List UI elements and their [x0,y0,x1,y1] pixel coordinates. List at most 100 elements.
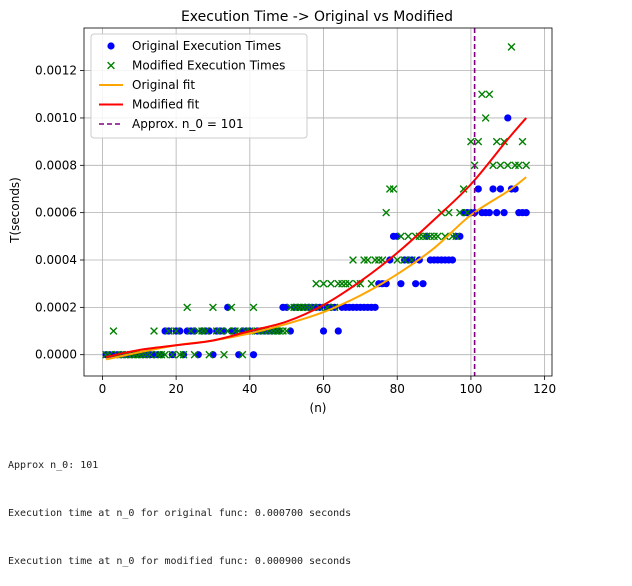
modified-point [190,350,199,359]
legend: Original Execution Times Modified Executi… [90,33,308,139]
modified-point [223,327,232,335]
modified-point [183,303,192,312]
modified-point [459,185,468,193]
original-point [194,351,202,359]
original-point [412,280,420,288]
modified-point [485,90,494,99]
original-point [235,351,243,359]
modified-point [441,232,450,241]
modified-point [216,327,225,335]
modified-point [356,279,365,288]
original-point [283,303,291,311]
legend-modified-marker [107,61,115,70]
original-point [209,351,217,359]
x-tick-label: 120 [533,382,556,396]
modified-point [367,279,376,288]
modified-point [220,350,228,359]
original-point [456,232,464,240]
modified-point [444,208,453,217]
modified-point [467,137,475,146]
y-axis-label: T(seconds) [8,177,22,244]
x-tick-label: 0 [99,382,107,396]
original-point [319,327,328,335]
original-point [489,185,497,193]
y-tick-label: 0.0000 [35,348,77,362]
y-tick-label: 0.0006 [35,206,77,220]
original-point [224,303,232,311]
original-point [504,114,512,122]
modified-point [249,303,258,312]
original-point [496,185,505,193]
y-tick-label: 0.0002 [35,300,77,314]
y-tick-label: 0.0012 [35,64,77,78]
modified-point [430,232,438,241]
modified-point [109,327,118,335]
modified-point [496,161,505,170]
original-point [205,327,213,335]
modified-point [168,350,177,359]
modified-point [518,137,527,146]
y-tick-label: 0.0008 [35,158,77,172]
x-tick-label: 100 [459,382,482,396]
original-point [474,185,482,193]
modified-fit-line [105,117,527,359]
output-line-modified: Execution time at n_0 for modified func:… [8,556,352,567]
original-point [419,280,427,288]
modified-point [478,90,486,99]
legend-label: Original Execution Times [132,39,281,53]
plot-frame [83,27,553,377]
original-point [220,327,228,335]
modified-point [146,350,155,359]
original-point [190,327,199,335]
chart-title: Execution Time -> Original vs Modified [181,9,453,25]
modified-point [172,327,181,335]
y-tick-label: 0.0004 [35,253,77,267]
original-point [493,209,501,217]
y-tick-label: 0.0010 [35,111,77,125]
modified-point [400,256,409,264]
x-tick-label: 40 [242,382,257,396]
modified-point [349,256,357,264]
output-line-original: Execution time at n_0 for original func:… [8,508,352,519]
x-tick-label: 20 [168,382,183,396]
original-point [371,303,379,311]
modified-point [507,43,516,51]
modified-point [393,256,402,264]
x-axis-label: (n) [310,401,327,415]
modified-point [500,137,508,146]
modified-point [489,161,497,170]
original-point [500,209,508,217]
original-point [286,327,294,335]
modified-point [312,279,321,288]
modified-point [282,327,291,335]
modified-point [341,279,350,288]
modified-point [389,185,398,193]
modified-point [345,279,354,288]
original-point [334,327,342,335]
modified-point [474,137,483,146]
modified-point [164,327,173,335]
modified-point [338,279,346,288]
legend-label: Original fit [132,78,195,92]
x-tick-label: 80 [390,382,405,396]
output-line-n0: Approx n_0: 101 [8,460,99,471]
original-point [249,351,258,359]
modified-point [382,208,391,217]
legend-label: Modified Execution Times [132,59,285,73]
chart: Execution Time -> Original vs Modified 0… [8,9,556,415]
modified-point [433,232,442,241]
modified-point [205,350,214,359]
modified-point [452,232,461,241]
modified-point [334,279,343,288]
x-tick-label: 60 [316,382,331,396]
modified-point [385,185,394,193]
modified-point [522,161,531,170]
modified-point [397,232,405,241]
axes: 0 20 40 60 80 100 120 0.0000 0.0002 0.0004 0.0006 0… [35,27,556,396]
original-point [448,256,457,264]
modified-point [455,208,464,217]
modified-point [492,137,501,146]
original-point [522,209,530,217]
plot-area [102,28,531,376]
modified-point [186,327,195,335]
